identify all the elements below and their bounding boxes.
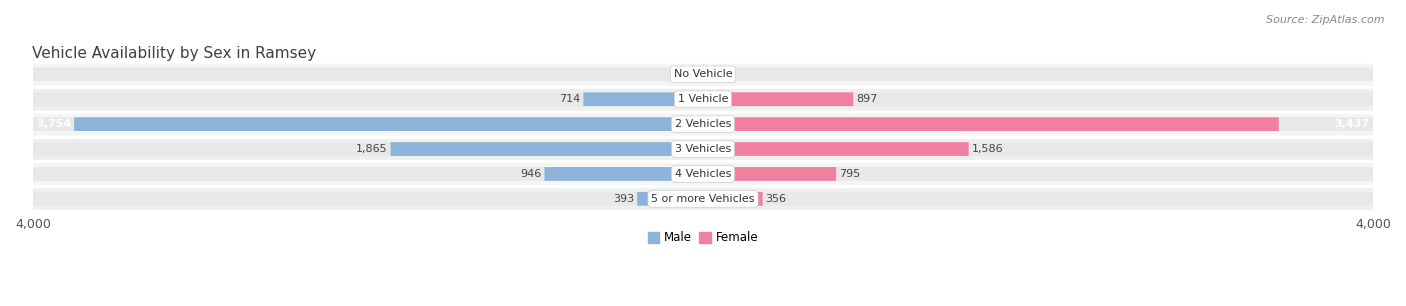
Text: 393: 393: [613, 194, 634, 204]
Text: 356: 356: [766, 194, 786, 204]
FancyBboxPatch shape: [32, 67, 703, 81]
Text: 5 or more Vehicles: 5 or more Vehicles: [651, 194, 755, 204]
FancyBboxPatch shape: [583, 92, 703, 106]
Text: 2 Vehicles: 2 Vehicles: [675, 119, 731, 129]
Text: 54: 54: [716, 69, 730, 79]
FancyBboxPatch shape: [703, 92, 853, 106]
Text: 897: 897: [856, 94, 877, 104]
FancyBboxPatch shape: [703, 117, 1374, 131]
FancyBboxPatch shape: [32, 88, 1374, 111]
Text: 795: 795: [839, 169, 860, 179]
FancyBboxPatch shape: [32, 142, 703, 156]
Text: 4 Vehicles: 4 Vehicles: [675, 169, 731, 179]
FancyBboxPatch shape: [32, 162, 1374, 185]
FancyBboxPatch shape: [703, 142, 969, 156]
FancyBboxPatch shape: [637, 192, 703, 206]
Text: 3 Vehicles: 3 Vehicles: [675, 144, 731, 154]
Text: 3,754: 3,754: [37, 119, 72, 129]
Text: 1,865: 1,865: [356, 144, 388, 154]
FancyBboxPatch shape: [32, 113, 1374, 136]
Text: 1 Vehicle: 1 Vehicle: [678, 94, 728, 104]
FancyBboxPatch shape: [703, 192, 762, 206]
FancyBboxPatch shape: [703, 167, 1374, 181]
FancyBboxPatch shape: [32, 117, 703, 131]
Text: Source: ZipAtlas.com: Source: ZipAtlas.com: [1267, 15, 1385, 25]
FancyBboxPatch shape: [703, 167, 837, 181]
FancyBboxPatch shape: [544, 167, 703, 181]
Text: 64: 64: [675, 69, 689, 79]
FancyBboxPatch shape: [391, 142, 703, 156]
FancyBboxPatch shape: [703, 192, 1374, 206]
FancyBboxPatch shape: [692, 67, 703, 81]
Text: 1,586: 1,586: [972, 144, 1004, 154]
FancyBboxPatch shape: [32, 63, 1374, 86]
FancyBboxPatch shape: [32, 92, 703, 106]
Text: 714: 714: [560, 94, 581, 104]
Text: Vehicle Availability by Sex in Ramsey: Vehicle Availability by Sex in Ramsey: [31, 46, 316, 61]
FancyBboxPatch shape: [32, 167, 703, 181]
FancyBboxPatch shape: [32, 192, 703, 206]
Text: 3,437: 3,437: [1334, 119, 1369, 129]
Text: No Vehicle: No Vehicle: [673, 69, 733, 79]
Text: 946: 946: [520, 169, 541, 179]
FancyBboxPatch shape: [32, 187, 1374, 210]
FancyBboxPatch shape: [703, 67, 1374, 81]
FancyBboxPatch shape: [32, 138, 1374, 161]
FancyBboxPatch shape: [703, 117, 1278, 131]
FancyBboxPatch shape: [703, 92, 1374, 106]
Legend: Male, Female: Male, Female: [643, 227, 763, 249]
FancyBboxPatch shape: [703, 142, 1374, 156]
FancyBboxPatch shape: [703, 67, 711, 81]
FancyBboxPatch shape: [75, 117, 703, 131]
